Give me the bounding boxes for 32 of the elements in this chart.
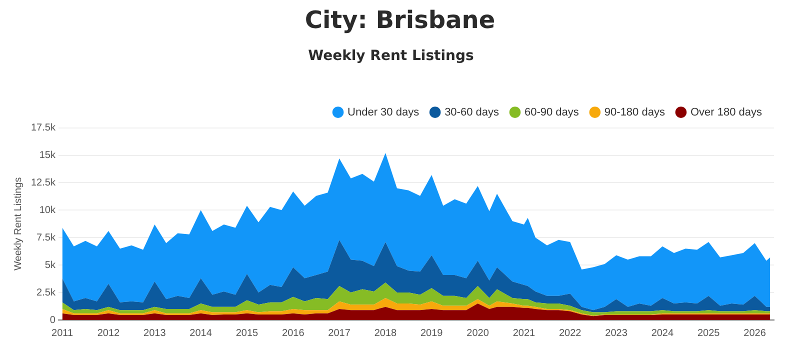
legend-label: 30-60 days — [444, 106, 500, 118]
x-tick-label: 2022 — [558, 328, 582, 339]
y-tick-label: 12.5k — [30, 177, 56, 188]
x-tick-label: 2015 — [236, 328, 259, 339]
legend-label: 60-90 days — [524, 106, 580, 118]
chart-subtitle: Weekly Rent Listings — [308, 48, 474, 64]
legend-label: Over 180 days — [690, 106, 762, 118]
x-tick-label: 2019 — [420, 328, 444, 339]
y-tick-label: 2.5k — [36, 287, 56, 298]
x-tick-label: 2023 — [605, 328, 628, 339]
x-tick-label: 2020 — [466, 328, 490, 339]
x-tick-label: 2011 — [52, 328, 74, 339]
y-tick-label: 10k — [39, 204, 56, 216]
x-tick-label: 2016 — [282, 328, 305, 339]
x-tick-label: 2025 — [697, 328, 720, 339]
x-tick-label: 2024 — [651, 328, 674, 339]
legend-label: 90-180 days — [604, 106, 666, 118]
y-tick-label: 5k — [44, 260, 56, 271]
y-tick-label: 15k — [39, 150, 56, 162]
y-tick-label: 7.5k — [36, 232, 56, 244]
legend-label: Under 30 days — [348, 106, 420, 118]
y-tick-label: 0 — [50, 314, 56, 326]
x-tick-label: 2021 — [512, 328, 536, 339]
x-tick-label: 2014 — [190, 328, 212, 339]
x-tick-label: 2018 — [374, 328, 398, 339]
y-tick-label: 17.5k — [30, 122, 56, 134]
x-tick-label: 2013 — [144, 328, 166, 339]
y-axis-title: Weekly Rent Listings — [12, 177, 24, 270]
x-tick-label: 2017 — [328, 328, 351, 339]
x-tick-label: 2012 — [97, 328, 120, 339]
x-tick-label: 2026 — [744, 328, 766, 339]
chart-title: City: Brisbane — [304, 5, 496, 36]
